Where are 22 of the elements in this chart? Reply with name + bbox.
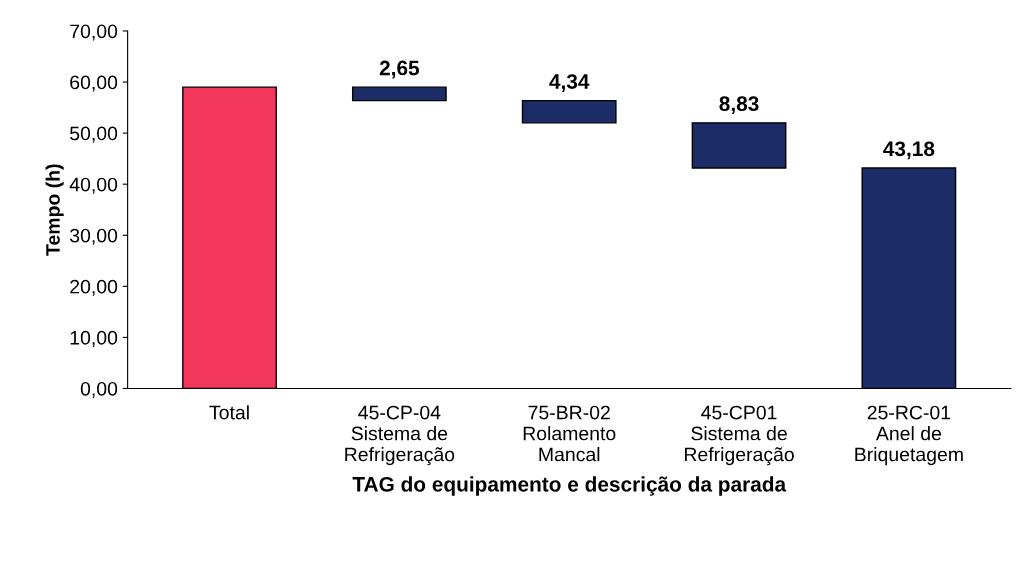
y-axis-title: Tempo (h) <box>45 164 64 256</box>
data-label: 4,34 <box>549 74 590 92</box>
y-tick-label: 30,00 <box>69 228 118 245</box>
y-tick-label: 10,00 <box>70 330 118 347</box>
data-label: 43,18 <box>883 141 935 160</box>
x-tick-label: 75-BR-02 Rolamento Mancal <box>523 405 616 462</box>
y-tick-label: 60,00 <box>70 75 118 92</box>
x-tick-label: 45-CP-04 Sistema de Refrigeração <box>345 405 455 466</box>
y-tick-label: 70,00 <box>70 24 118 41</box>
y-tick-label: 20,00 <box>70 279 118 296</box>
bar <box>351 86 447 102</box>
data-label: 2,65 <box>379 60 420 79</box>
y-tick-label: 50,00 <box>70 126 118 143</box>
bar <box>691 122 787 169</box>
bar <box>521 99 617 124</box>
data-label: 8,83 <box>719 96 759 115</box>
x-tick-label: Total <box>209 405 249 420</box>
y-tick-label: 0,00 <box>80 381 118 398</box>
y-tick-label: 40,00 <box>69 177 118 194</box>
x-tick-label: 45-CP01 Sistema de Refrigeração <box>684 405 794 466</box>
x-tick-label: 25-RC-01 Anel de Briquetagem <box>855 405 963 466</box>
x-axis-title: TAG do equipamento e descrição da parada <box>352 476 787 496</box>
